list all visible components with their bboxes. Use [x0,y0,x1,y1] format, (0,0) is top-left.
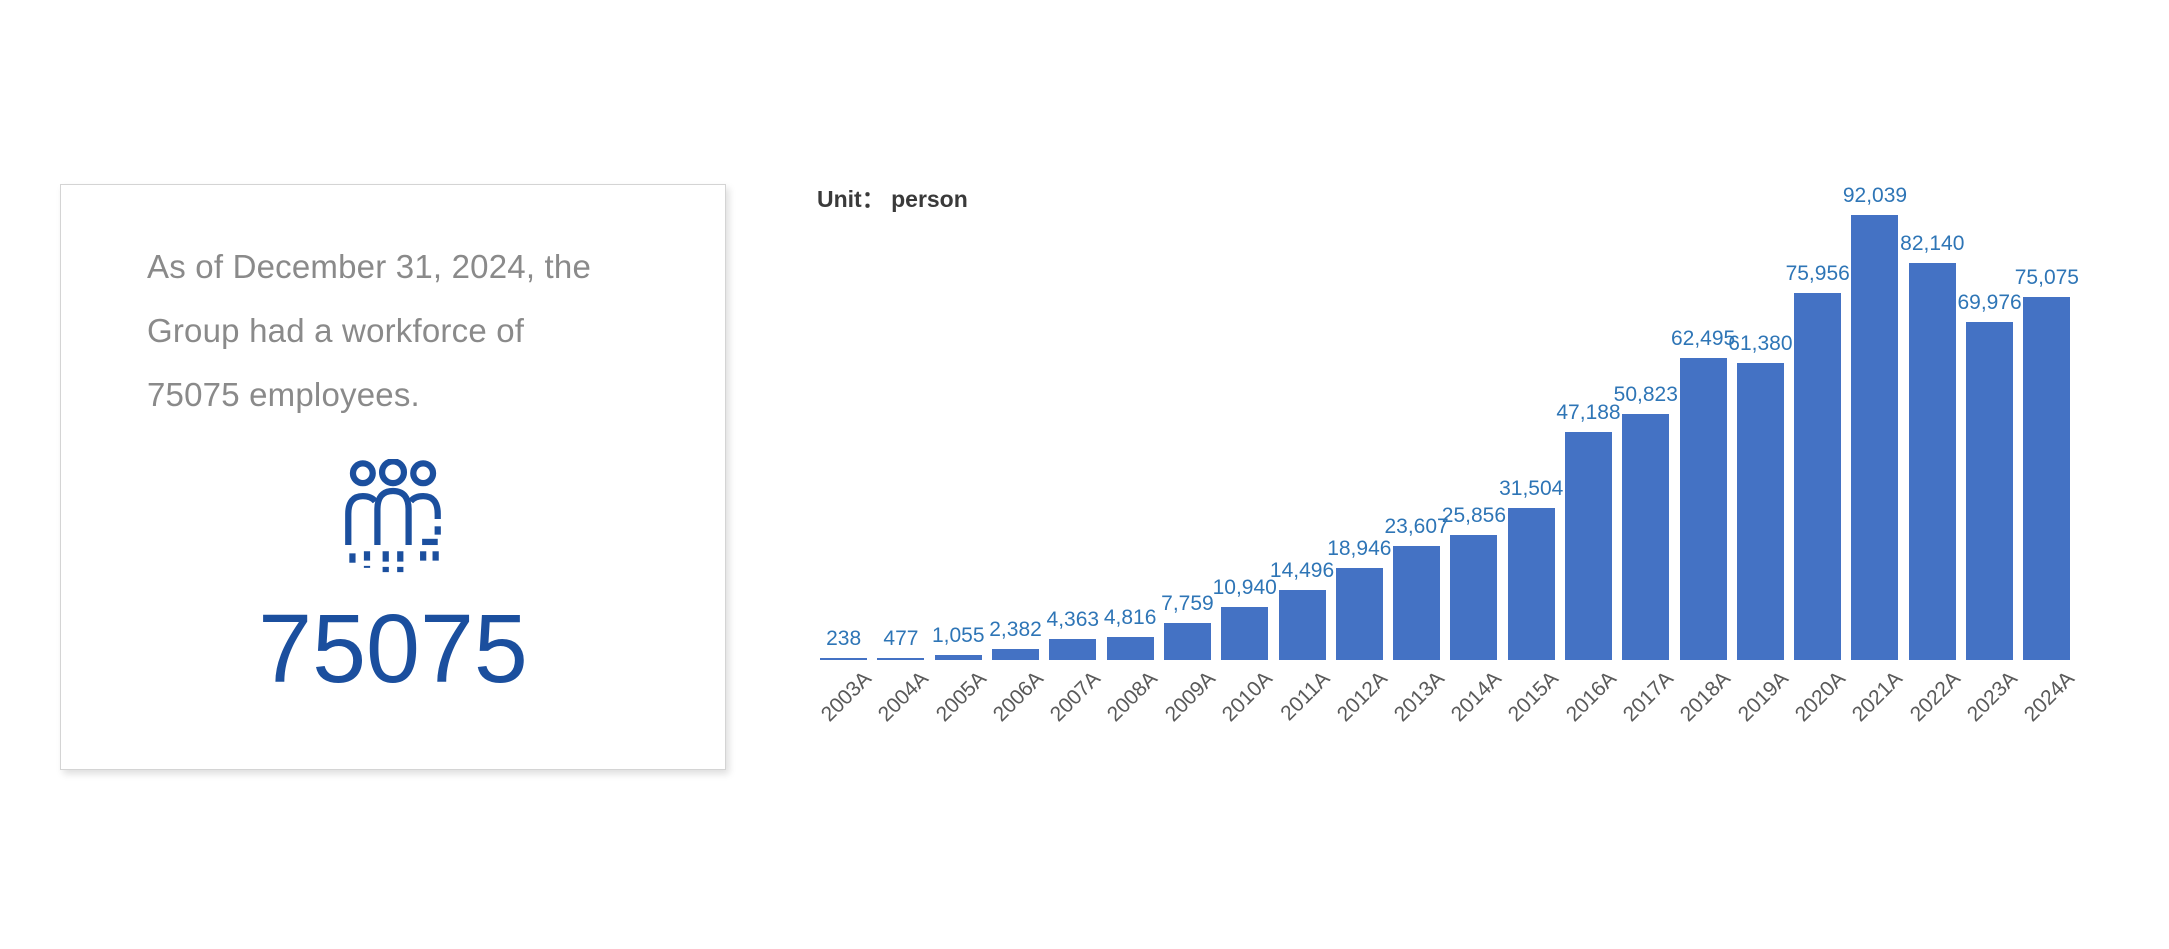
x-axis-label-2010A: 2010A [1217,667,1277,727]
bar-2018A [1679,358,1727,660]
x-axis-label-2012A: 2012A [1332,667,1392,727]
bar-slot-2022A: 82,140 2022A [1900,160,1964,726]
bar-value-label-2003A: 238 [826,627,862,650]
x-axis-label-2003A: 2003A [816,667,876,727]
bar-slot-2023A: 69,976 2023A [1957,160,2021,726]
x-axis-label-2009A: 2009A [1160,667,1220,727]
headcount-bar-chart: Unit： person 238 2003A 477 2004A 1,055 2005A 2… [815,160,2115,760]
bar-value-label-2017A: 50,823 [1613,383,1678,407]
x-axis-label-2011A: 2011A [1276,667,1335,726]
bar-chart-plot: 238 2003A 477 2004A 1,055 2005A 2,382 2006A 4,36… [815,160,2079,727]
bar-2009A [1163,622,1211,660]
x-axis-label-2020A: 2020A [1790,667,1850,727]
bar-value-label-2015A: 31,504 [1499,476,1564,500]
summary-line-2: Group had a workforce of [147,312,525,349]
bar-value-label-2005A: 1,055 [931,623,985,647]
bar-value-label-2013A: 23,607 [1384,514,1449,538]
bar-slot-2015A: 31,504 2015A [1499,160,1563,726]
x-axis-label-2014A: 2014A [1446,667,1507,727]
bar-slot-2024A: 75,075 2024A [2015,160,2079,726]
bar-2015A [1507,507,1555,660]
bar-slot-2019A: 61,380 2019A [1728,160,1792,726]
bar-slot-2017A: 50,823 2017A [1614,160,1678,726]
bar-2008A [1106,636,1154,660]
bar-value-label-2021A: 92,039 [1842,184,1908,208]
x-axis-label-2008A: 2008A [1103,667,1163,727]
bar-2010A [1221,607,1269,660]
bar-2020A [1794,292,1842,660]
bar-slot-2004A: 477 2004A [872,160,933,727]
bar-value-label-2004A: 477 [883,626,919,650]
x-axis-label-2007A: 2007A [1045,667,1106,727]
bar-2013A [1393,545,1441,660]
bar-value-label-2014A: 25,856 [1441,504,1507,528]
bar-value-label-2019A: 61,380 [1728,332,1793,356]
x-axis-label-2015A: 2015A [1504,667,1564,727]
bar-value-label-2023A: 69,976 [1957,290,2022,314]
workforce-stat-card: As of December 31, 2024, the Group had a… [60,184,726,770]
bar-value-label-2020A: 75,956 [1785,261,1850,285]
bar-slot-2007A: 4,363 2007A [1044,160,1105,726]
bar-2021A [1851,215,1899,660]
bar-2004A [877,657,925,660]
bar-2014A [1450,535,1498,660]
bar-value-label-2008A: 4,816 [1103,605,1157,629]
bar-2005A [934,654,982,660]
people-icon [61,458,725,582]
bar-value-label-2022A: 82,140 [1900,232,1965,256]
bar-2007A [1049,638,1097,660]
x-axis-label-2013A: 2013A [1389,667,1449,727]
x-axis-label-2005A: 2005A [931,667,991,727]
bar-slot-2005A: 1,055 2005A [930,160,990,726]
bar-value-label-2009A: 7,759 [1161,591,1214,615]
bar-slot-2009A: 7,759 2009A [1159,160,1219,727]
bar-slot-2012A: 18,946 2012A [1327,160,1391,726]
x-axis-label-2006A: 2006A [988,667,1048,727]
bar-slot-2003A: 238 2003A [815,160,876,726]
bar-slot-2010A: 10,940 2010A [1213,160,1277,726]
x-axis-label-2022A: 2022A [1905,667,1965,727]
summary-line-1: As of December 31, 2024, the [147,248,592,285]
bar-value-label-2006A: 2,382 [989,617,1042,641]
bar-2003A [820,658,868,660]
x-axis-label-2021A: 2021A [1848,667,1908,727]
x-axis-label-2024A: 2024A [2019,667,2080,727]
bar-value-label-2007A: 4,363 [1046,607,1100,631]
bar-2011A [1278,589,1326,660]
bar-2016A [1565,432,1612,660]
bar-value-label-2011A: 14,496 [1269,558,1335,582]
x-axis-label-2016A: 2016A [1561,667,1621,727]
bar-2019A [1736,363,1784,660]
bar-value-label-2024A: 75,075 [2014,266,2079,290]
bar-value-label-2016A: 47,188 [1556,401,1621,424]
bar-2022A [1908,263,1956,660]
bar-slot-2021A: 92,039 2021A [1843,160,1907,726]
bar-slot-2016A: 47,188 2016A [1556,160,1620,726]
bar-2012A [1335,568,1383,660]
x-axis-label-2004A: 2004A [874,667,934,727]
bar-value-label-2012A: 18,946 [1327,537,1392,561]
bar-2023A [1966,321,2014,660]
bar-2006A [992,648,1040,660]
bar-2024A [2023,297,2071,660]
unit-label: Unit： person [817,186,968,212]
bar-slot-2018A: 62,495 2018A [1671,160,1735,726]
bar-slot-2014A: 25,856 2014A [1442,160,1506,726]
bar-value-label-2010A: 10,940 [1212,576,1277,600]
x-axis-label-2023A: 2023A [1962,667,2022,727]
bar-slot-2011A: 14,496 2011A [1270,160,1334,725]
x-axis-label-2019A: 2019A [1733,667,1793,727]
bar-slot-2020A: 75,956 2020A [1786,160,1850,726]
workforce-summary-text: As of December 31, 2024, the Group had a… [147,235,685,427]
bar-slot-2008A: 4,816 2008A [1101,160,1162,726]
bar-slot-2006A: 2,382 2006A [987,160,1048,727]
bar-slot-2013A: 23,607 2013A [1384,160,1448,726]
headcount-value: 75075 [258,594,528,703]
bar-value-label-2018A: 62,495 [1670,327,1736,351]
x-axis-label-2017A: 2017A [1618,667,1679,727]
summary-line-3: 75075 employees. [147,376,420,413]
bar-2017A [1622,414,1670,660]
x-axis-label-2018A: 2018A [1676,667,1736,727]
